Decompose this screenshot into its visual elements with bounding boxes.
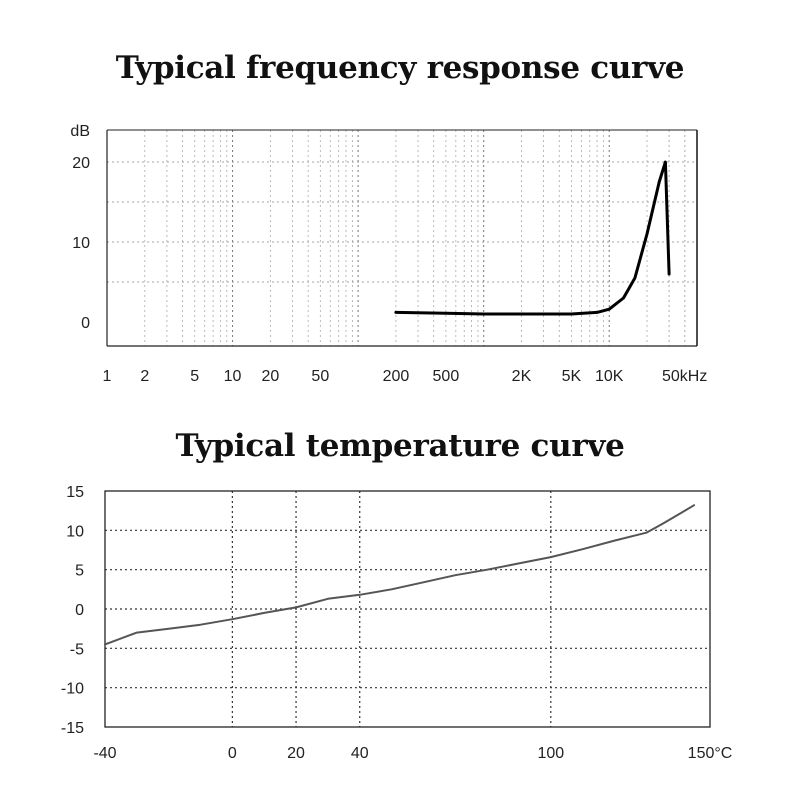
x-tick-label: 0	[228, 745, 237, 762]
x-tick-label: 2	[140, 368, 149, 385]
y-tick-label: 0	[75, 602, 84, 619]
x-tick-label: 50kHz	[662, 368, 707, 385]
series-line	[104, 504, 696, 646]
chart-title: Typical frequency response curve	[115, 50, 685, 86]
y-tick-label: -10	[61, 681, 84, 698]
y-tick-label: 10	[66, 523, 84, 540]
x-tick-label: 50	[311, 368, 329, 385]
y-tick-label: dB	[70, 123, 90, 140]
x-tick-label: 150°C	[688, 745, 733, 762]
y-tick-label: 5	[75, 563, 84, 580]
y-tick-label: 15	[66, 484, 84, 501]
x-tick-label: 5K	[562, 368, 582, 385]
temperature-chart: 15 10 5 0 -5 -10 -15 -40 0 20 40 100 150°C	[61, 484, 733, 762]
x-tick-label: 500	[433, 368, 460, 385]
y-tick-label: 20	[72, 155, 90, 172]
x-tick-label: 100	[537, 745, 564, 762]
y-tick-label: -5	[70, 641, 84, 658]
x-tick-label: 10	[224, 368, 242, 385]
x-tick-label: 20	[287, 745, 305, 762]
y-tick-label: 10	[72, 235, 90, 252]
y-tick-label: 0	[81, 315, 90, 332]
x-tick-label: -40	[93, 745, 116, 762]
x-tick-label: 5	[190, 368, 199, 385]
x-tick-label: 200	[383, 368, 410, 385]
series-line	[394, 160, 671, 316]
chart-title: Typical temperature curve	[175, 428, 625, 464]
x-tick-label: 40	[351, 745, 369, 762]
x-tick-label: 20	[261, 368, 279, 385]
x-tick-label: 10K	[595, 368, 624, 385]
plot-frame	[104, 490, 711, 728]
x-tick-label: 1	[103, 368, 112, 385]
y-tick-label: -15	[61, 720, 84, 737]
frequency-response-chart: dB 20 10 0 1 2 5 10 20 50 200 500 2K 5K 10K 50kHz	[70, 123, 707, 385]
x-tick-label: 2K	[512, 368, 532, 385]
